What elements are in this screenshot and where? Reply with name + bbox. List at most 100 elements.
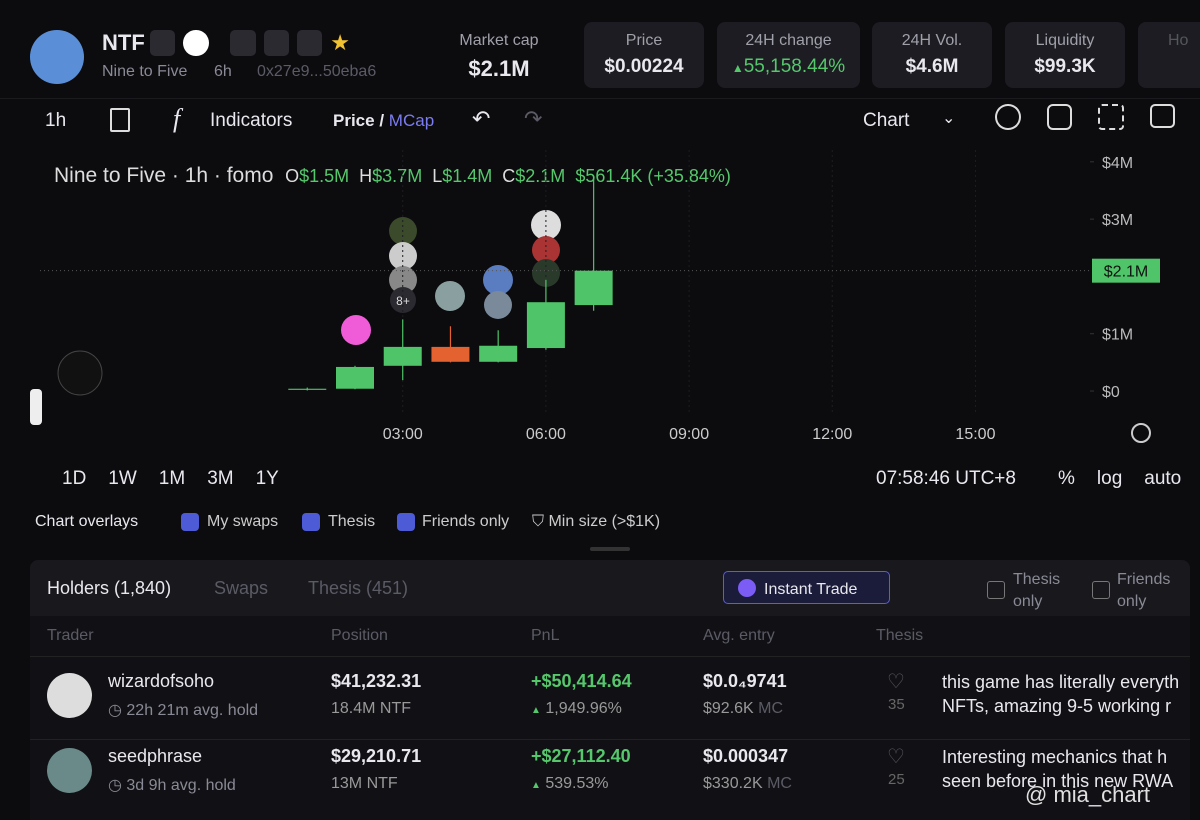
overlay-option[interactable]: Friends only <box>422 513 510 530</box>
hold-text: 22h 21m avg. hold <box>126 702 259 719</box>
tab-bar <box>30 560 1190 616</box>
range[interactable]: 1D <box>62 468 87 489</box>
address[interactable]: 0x27e9...50eba6 <box>257 63 377 80</box>
indicators[interactable]: Indicators <box>210 110 293 131</box>
checkbox[interactable] <box>987 581 1005 599</box>
filter-option[interactable]: Friends only <box>1117 571 1171 610</box>
undo[interactable]: ↶ <box>472 106 491 131</box>
trader-avatar[interactable] <box>47 673 92 718</box>
token-avatar <box>30 30 84 84</box>
legend: Nine to Five · 1h · fomo O$1.5M H$3.7M L… <box>54 164 731 188</box>
checkbox[interactable] <box>302 513 320 531</box>
stat-label: 24H Vol. <box>901 32 963 49</box>
legend-high: $3.7M <box>372 166 423 186</box>
candle-body <box>526 302 565 349</box>
like-count: 35 <box>888 696 905 713</box>
candle-icon[interactable] <box>110 108 130 132</box>
price-option[interactable]: Price <box>333 111 375 130</box>
price-chart: $0 $1M $3M $4M 03:00 06:00 09:00 12:00 15:00 $2.1… <box>30 150 1160 443</box>
pnl-pct-text: 1,949.96% <box>545 700 622 717</box>
hold-text: 3d 9h avg. hold <box>126 777 236 794</box>
legend-open: $1.5M <box>299 166 350 186</box>
tab[interactable]: Holders (1,840) <box>47 578 172 598</box>
drag-handle[interactable] <box>590 547 630 551</box>
column-header: Thesis <box>876 627 924 644</box>
interval[interactable]: 1h <box>45 110 67 131</box>
range[interactable]: 3M <box>207 468 234 489</box>
stat-value: $0.00224 <box>604 56 684 77</box>
settings-icon[interactable] <box>1131 423 1151 443</box>
trader-avatar[interactable] <box>47 748 92 793</box>
legend-change: $561.4K (+35.84%) <box>575 166 731 186</box>
dropdown-caret[interactable]: ⌄ <box>942 110 956 127</box>
range[interactable]: 1W <box>108 468 137 489</box>
mc-unit: MC <box>758 700 784 717</box>
instant-trade-label: Instant Trade <box>764 581 858 598</box>
fx-icon: f <box>173 104 181 133</box>
tab[interactable]: Swaps <box>214 578 269 598</box>
filter-option[interactable]: Thesis only <box>1013 571 1061 610</box>
chart-menu[interactable]: Chart <box>863 110 910 131</box>
thesis-text: Interesting mechanics that h <box>942 747 1168 767</box>
token-name: Nine to Five <box>102 63 188 80</box>
scale-option[interactable]: auto <box>1144 468 1182 489</box>
legend-key: C <box>502 166 516 186</box>
price-toggle[interactable]: Price / MCap <box>333 111 434 131</box>
checkbox[interactable] <box>1092 581 1110 599</box>
thesis-text: seen before in this new RWA <box>942 771 1174 791</box>
redo[interactable]: ↷ <box>524 106 543 131</box>
trade-avatar[interactable] <box>484 291 512 319</box>
mcap-option[interactable]: MCap <box>388 111 435 130</box>
like-button[interactable]: ♡ <box>887 746 905 768</box>
scale-option[interactable]: % <box>1058 468 1075 489</box>
candle-body <box>574 270 613 306</box>
y-tick-label: $4M <box>1102 155 1133 172</box>
y-tick-label: $0 <box>1102 384 1120 401</box>
legend-key: H <box>359 166 373 186</box>
x-tick-label: 15:00 <box>955 426 995 443</box>
pnl-pct: ▲ 1,949.96% <box>531 700 622 717</box>
scale-option[interactable]: log <box>1096 468 1123 489</box>
tv-logo <box>57 350 103 396</box>
checkbox[interactable] <box>397 513 415 531</box>
legend-close: $2.1M <box>515 166 566 186</box>
overlay-option[interactable]: Thesis <box>328 513 376 530</box>
trade-avatar[interactable] <box>435 281 465 311</box>
column-header: Avg. entry <box>703 627 775 644</box>
mc-unit: MC <box>767 775 792 792</box>
separator: / <box>379 111 385 130</box>
overlay-option[interactable]: My swaps <box>207 513 279 530</box>
stat: Liquidity $99.3K <box>1005 22 1125 88</box>
range[interactable]: 1Y <box>255 468 279 489</box>
amount: 18.4M NTF <box>331 700 412 717</box>
stat: 24H Vol. $4.6M <box>872 22 992 88</box>
pnl-pct: ▲ 539.53% <box>531 775 609 792</box>
y-tick-label: $1M <box>1102 327 1133 344</box>
min-size[interactable]: ⛉ Min size (>$1K) <box>532 513 661 530</box>
min-size-label: Min size (>$1K) <box>548 513 661 530</box>
instant-trade[interactable]: Instant Trade <box>723 571 890 604</box>
range[interactable]: 1M <box>158 468 186 489</box>
trade-avatar[interactable] <box>341 315 371 345</box>
avg-entry: $0.0₄9741 <box>703 671 787 691</box>
entry-mc-value: $330.2K <box>703 775 763 792</box>
chart-tools <box>995 104 1175 134</box>
avg-entry: $0.000347 <box>703 746 789 766</box>
candle-body <box>383 346 422 366</box>
column-header: Trader <box>47 627 94 644</box>
thesis-text: NFTs, amazing 9-5 working r <box>942 696 1172 716</box>
tab[interactable]: Thesis (451) <box>308 578 409 598</box>
position: $29,210.71 <box>331 746 422 766</box>
stat-label: Price <box>625 32 663 49</box>
pnl-pct-text: 539.53% <box>545 775 609 792</box>
stat-label: Ho <box>1168 32 1189 49</box>
trade-avatar[interactable] <box>532 259 560 287</box>
watermark: @ mia_chart <box>1025 782 1151 807</box>
ticker: NTF <box>102 30 145 55</box>
like-button[interactable]: ♡ <box>887 671 905 693</box>
checkbox[interactable] <box>181 513 199 531</box>
side-toggle[interactable] <box>30 389 42 425</box>
trade-avatar[interactable] <box>483 265 513 295</box>
last-price-label: $2.1M <box>1104 264 1148 281</box>
x-tick-label: 09:00 <box>669 426 709 443</box>
